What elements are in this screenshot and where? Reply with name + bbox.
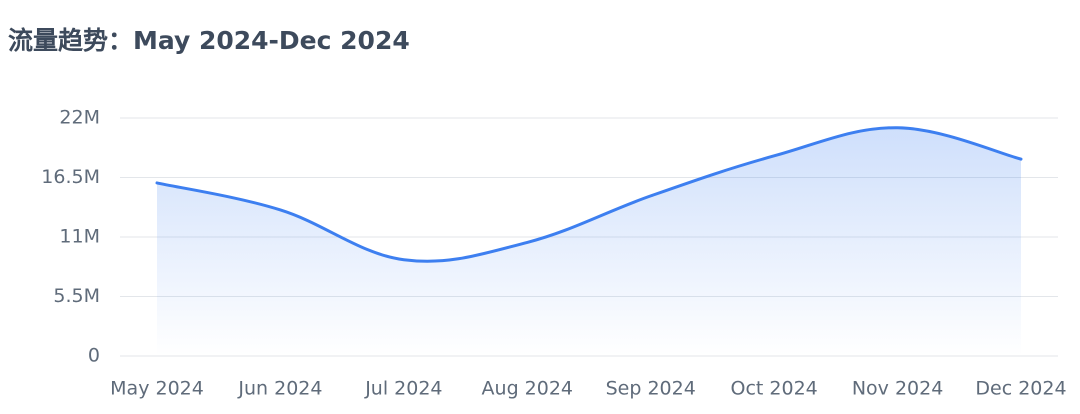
y-tick-label: 16.5M (41, 166, 100, 188)
y-tick-label: 11M (59, 226, 100, 248)
y-tick-label: 0 (88, 345, 100, 367)
chart-title: 流量趋势：May 2024-Dec 2024 (8, 26, 410, 55)
x-tick-label: Jun 2024 (237, 378, 322, 400)
x-tick-label: Sep 2024 (606, 378, 696, 400)
line (155, 126, 1023, 263)
area-fill (157, 127, 1021, 356)
x-tick-label: Oct 2024 (731, 378, 818, 400)
x-tick-label: Dec 2024 (975, 378, 1066, 400)
y-tick-label: 5.5M (53, 285, 100, 307)
x-tick-label: May 2024 (110, 378, 204, 400)
x-tick-label: Aug 2024 (482, 378, 574, 400)
y-tick-label: 22M (59, 107, 100, 129)
x-tick-label: Nov 2024 (852, 378, 943, 400)
x-tick-label: Jul 2024 (364, 378, 442, 400)
